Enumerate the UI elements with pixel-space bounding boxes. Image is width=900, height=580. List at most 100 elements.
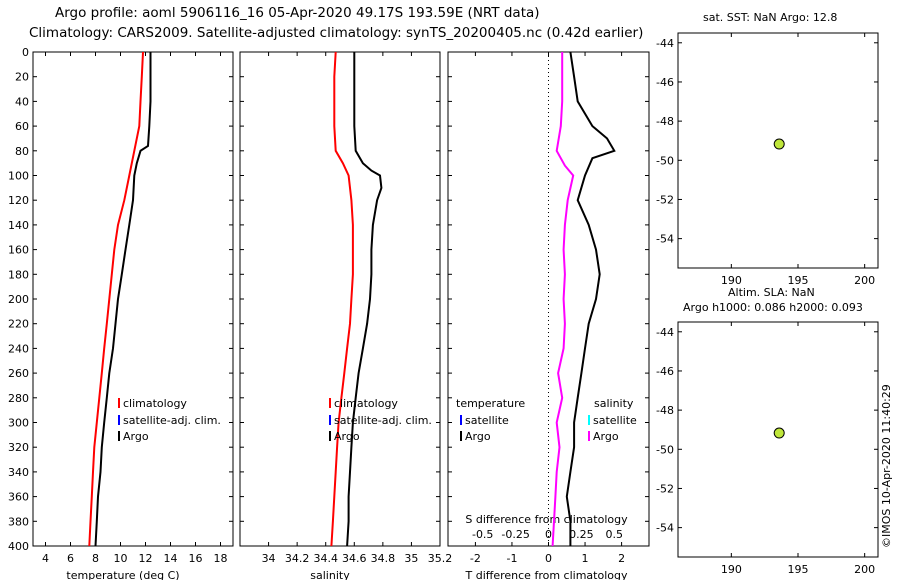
salinity-legend-climatology-label: climatology bbox=[334, 397, 398, 410]
difference-x-label: -1 bbox=[506, 552, 517, 565]
difference-legend-salinity-satellite-label: satellite bbox=[593, 414, 637, 427]
depth-y-label: 140 bbox=[8, 219, 29, 232]
difference-legend-salinity-title: salinity bbox=[594, 397, 634, 410]
salinity-x-label: 34.4 bbox=[313, 552, 338, 565]
sst-map-lat-label: -46 bbox=[656, 76, 674, 89]
depth-y-label: 280 bbox=[8, 392, 29, 405]
salinity-difference-tick-label: 0.25 bbox=[569, 528, 594, 541]
depth-y-label: 340 bbox=[8, 466, 29, 479]
temperature-x-axis-title: temperature (deg C) bbox=[66, 569, 179, 580]
sst-map-lon-label: 190 bbox=[721, 274, 742, 287]
temperature-legend-satellite-label: satellite-adj. clim. bbox=[123, 414, 221, 427]
difference-x-label: -2 bbox=[470, 552, 481, 565]
depth-y-label: 80 bbox=[15, 145, 29, 158]
sst-map-frame bbox=[677, 32, 879, 269]
salinity-argo-line bbox=[346, 52, 383, 547]
temperature-x-label: 14 bbox=[164, 552, 178, 565]
depth-y-label: 160 bbox=[8, 244, 29, 257]
salinity-legend-argo-label: Argo bbox=[334, 430, 360, 443]
sla-map-lon-label: 190 bbox=[721, 563, 742, 576]
difference-legend-temperature-title: temperature bbox=[456, 397, 525, 410]
salinity-difference-line bbox=[551, 52, 575, 547]
sst-map-lat-label: -44 bbox=[656, 37, 674, 50]
temperature-x-label: 8 bbox=[92, 552, 99, 565]
sla-map-argo-position-marker bbox=[773, 427, 785, 439]
difference-x-label: 1 bbox=[582, 552, 589, 565]
sst-map-lat-label: -50 bbox=[656, 154, 674, 167]
sla-map-lat-label: -54 bbox=[656, 522, 674, 535]
salinity-legend-satellite-label: satellite-adj. clim. bbox=[334, 414, 432, 427]
sst-map-argo-position-marker bbox=[773, 138, 785, 150]
temperature-x-label: 18 bbox=[214, 552, 228, 565]
salinity-x-label: 34.8 bbox=[371, 552, 396, 565]
difference-plot-frame bbox=[447, 51, 650, 547]
salinity-climatology-line bbox=[330, 51, 354, 547]
sst-map-lat-label: -54 bbox=[656, 233, 674, 246]
title-line-1: Argo profile: aoml 5906116_16 05-Apr-202… bbox=[55, 5, 540, 21]
depth-y-label: 180 bbox=[8, 268, 29, 281]
sst-map-lat-label: -52 bbox=[656, 193, 674, 206]
sla-map-lat-label: -52 bbox=[656, 482, 674, 495]
title-line-2: Climatology: CARS2009. Satellite-adjuste… bbox=[29, 25, 644, 41]
depth-y-label: 400 bbox=[8, 540, 29, 553]
temperature-x-label: 12 bbox=[139, 552, 153, 565]
salinity-x-label: 35.2 bbox=[428, 552, 453, 565]
sla-map-lat-label: -48 bbox=[656, 404, 674, 417]
sla-map-lon-label: 195 bbox=[788, 563, 809, 576]
depth-y-label: 60 bbox=[15, 120, 29, 133]
salinity-plot-frame bbox=[239, 51, 441, 547]
sla-map-subtitle: Argo h1000: 0.086 h2000: 0.093 bbox=[683, 301, 863, 314]
sst-map-lon-label: 200 bbox=[854, 274, 875, 287]
temperature-x-label: 10 bbox=[114, 552, 128, 565]
temperature-argo-line bbox=[94, 52, 152, 547]
temperature-x-label: 6 bbox=[67, 552, 74, 565]
sla-map-lat-label: -46 bbox=[656, 365, 674, 378]
salinity-difference-tick-label: 0.5 bbox=[606, 528, 624, 541]
difference-x-label: 2 bbox=[618, 552, 625, 565]
temperature-difference-line bbox=[565, 51, 616, 546]
depth-y-label: 380 bbox=[8, 515, 29, 528]
temperature-legend-argo-label: Argo bbox=[123, 430, 149, 443]
temperature-legend-climatology-label: climatology bbox=[123, 397, 187, 410]
depth-y-label: 360 bbox=[8, 491, 29, 504]
depth-y-label: 40 bbox=[15, 95, 29, 108]
difference-x-label: 0 bbox=[545, 552, 552, 565]
depth-y-label: 240 bbox=[8, 342, 29, 355]
difference-x-axis-title: T difference from climatology bbox=[465, 569, 628, 580]
depth-y-label: 20 bbox=[15, 71, 29, 84]
temperature-x-label: 4 bbox=[42, 552, 49, 565]
difference-legend-temperature-satellite-label: satellite bbox=[465, 414, 509, 427]
depth-y-label: 220 bbox=[8, 318, 29, 331]
depth-y-label: 260 bbox=[8, 367, 29, 380]
salinity-difference-tick-label: 0 bbox=[545, 528, 552, 541]
difference-legend-temperature-argo-label: Argo bbox=[465, 430, 491, 443]
sla-map-lat-label: -50 bbox=[656, 443, 674, 456]
salinity-difference-tick-label: -0.25 bbox=[501, 528, 529, 541]
temperature-climatology-line bbox=[88, 51, 144, 547]
sla-map-title: Altim. SLA: NaN bbox=[728, 286, 815, 299]
salinity-x-label: 34 bbox=[262, 552, 276, 565]
difference-legend-salinity-argo-label: Argo bbox=[593, 430, 619, 443]
salinity-x-label: 35 bbox=[404, 552, 418, 565]
depth-y-label: 320 bbox=[8, 441, 29, 454]
sla-map-lon-label: 200 bbox=[854, 563, 875, 576]
sst-map-title: sat. SST: NaN Argo: 12.8 bbox=[703, 11, 838, 24]
sla-map-lat-label: -44 bbox=[656, 326, 674, 339]
salinity-difference-tick-label: -0.5 bbox=[472, 528, 493, 541]
depth-y-label: 200 bbox=[8, 293, 29, 306]
sst-map-lat-label: -48 bbox=[656, 115, 674, 128]
depth-y-label: 0 bbox=[22, 46, 29, 59]
salinity-x-axis-title: salinity bbox=[310, 569, 350, 580]
sla-map-frame bbox=[677, 321, 879, 558]
salinity-x-label: 34.2 bbox=[285, 552, 310, 565]
salinity-difference-axis-title: S difference from climatology bbox=[465, 513, 628, 526]
temperature-x-label: 16 bbox=[189, 552, 203, 565]
sst-map-lon-label: 195 bbox=[788, 274, 809, 287]
depth-y-label: 120 bbox=[8, 194, 29, 207]
temperature-plot-frame bbox=[32, 51, 234, 547]
depth-y-label: 300 bbox=[8, 417, 29, 430]
depth-y-label: 100 bbox=[8, 170, 29, 183]
salinity-x-label: 34.6 bbox=[342, 552, 367, 565]
